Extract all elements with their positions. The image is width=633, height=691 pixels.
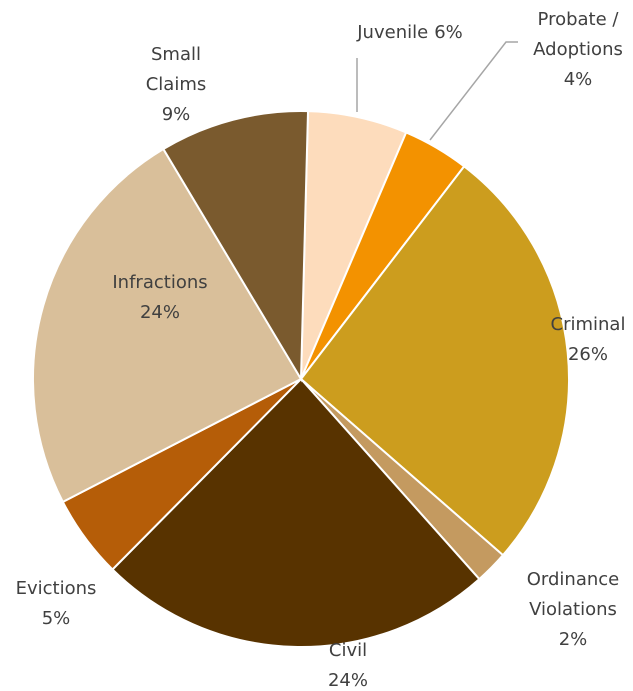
slice-label: Small Claims 9% bbox=[136, 40, 216, 130]
slice-label: Ordinance Violations 2% bbox=[513, 565, 633, 655]
category-name: Small Claims bbox=[145, 44, 207, 95]
leader-line bbox=[429, 41, 518, 141]
category-name: Probate / Adoptions bbox=[533, 9, 623, 60]
pie-slice bbox=[299, 164, 570, 557]
category-name: Juvenile bbox=[357, 22, 429, 43]
slice-label: Juvenile 6% bbox=[357, 18, 463, 48]
value-label: 26% bbox=[567, 344, 608, 365]
pie-slice bbox=[32, 147, 303, 504]
slice-label: Civil 24% bbox=[283, 636, 413, 691]
slice-label: Probate / Adoptions 4% bbox=[513, 5, 633, 95]
pie-slice bbox=[161, 110, 310, 383]
slice-label: Evictions 5% bbox=[0, 574, 121, 634]
slice-label: Criminal 26% bbox=[523, 310, 633, 370]
category-name: Ordinance Violations bbox=[526, 569, 620, 620]
slice-label: Infractions 24% bbox=[95, 268, 225, 328]
category-name: Infractions bbox=[112, 272, 208, 293]
pie-slice bbox=[111, 377, 481, 648]
slices bbox=[32, 110, 570, 648]
value-label: 9% bbox=[161, 104, 191, 125]
value-label: 2% bbox=[558, 629, 588, 650]
category-name: Criminal bbox=[550, 314, 626, 335]
value-label: 24% bbox=[327, 670, 368, 691]
value-label: 6% bbox=[434, 22, 463, 43]
category-name: Civil bbox=[328, 640, 368, 661]
value-label: 5% bbox=[41, 608, 71, 629]
value-label: 24% bbox=[139, 302, 180, 323]
value-label: 4% bbox=[563, 69, 593, 90]
category-name: Evictions bbox=[15, 578, 97, 599]
